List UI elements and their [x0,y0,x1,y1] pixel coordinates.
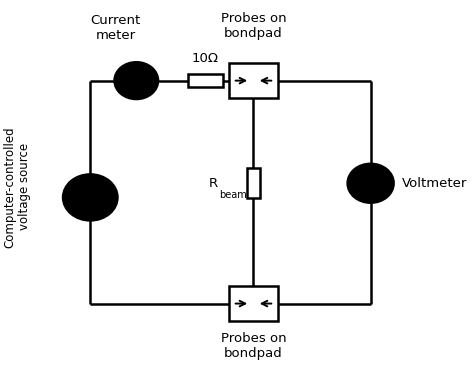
Circle shape [347,164,393,203]
Text: Probes on
bondpad: Probes on bondpad [221,12,286,40]
Text: Probes on
bondpad: Probes on bondpad [221,332,286,360]
Bar [188,74,223,87]
Text: V: V [365,174,376,192]
Text: +: + [75,171,90,189]
Text: I: I [134,72,139,90]
Text: beam: beam [219,190,246,200]
Text: 10Ω: 10Ω [192,52,219,65]
Text: Voltmeter: Voltmeter [402,177,467,190]
Circle shape [63,174,118,220]
Bar [229,286,277,321]
Text: Current
meter: Current meter [90,14,140,42]
Bar [229,63,277,98]
Text: R: R [209,177,218,190]
Text: Computer-controlled
voltage source: Computer-controlled voltage source [3,126,31,247]
Bar [247,168,260,198]
Circle shape [115,62,158,99]
